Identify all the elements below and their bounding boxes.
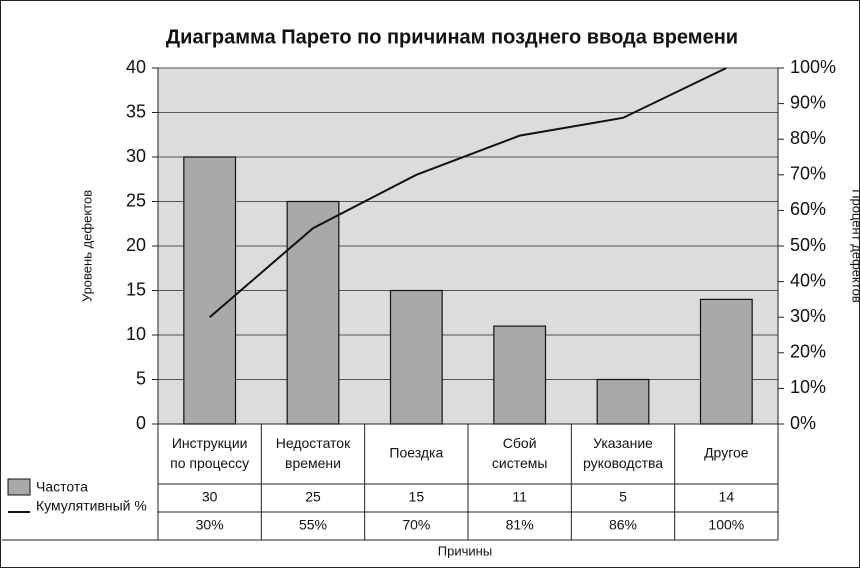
table-value: 70% [402,517,430,533]
x-tick-label: Сбой системы [492,435,548,471]
legend-label: Кумулятивный % [36,498,147,514]
table-value: 30 [202,489,218,505]
y-tick-label: 35 [126,101,146,121]
bar [389,289,443,425]
y-tick-label: 30 [126,146,146,166]
table-value: 5 [619,489,627,505]
y2-tick-label: 80% [790,128,826,148]
y2-tick-label: 60% [790,199,826,219]
y2-tick-label: 30% [790,306,826,326]
x-tick-label: Недостаток времени [276,435,351,471]
y2-tick-label: 20% [790,342,826,362]
table-value: 30% [196,517,224,533]
y2-tick-label: 100% [790,57,836,77]
legend-swatch [7,478,31,496]
table-value: 100% [708,517,744,533]
y-tick-label: 25 [126,190,146,210]
y2-tick-label: 10% [790,377,826,397]
y2-tick-label: 70% [790,164,826,184]
bar [596,378,650,425]
table-value: 14 [719,489,735,505]
cumulative-line [209,67,727,318]
x-axis-title: Причины [438,543,492,558]
table-value: 11 [512,489,527,505]
table-value: 55% [299,517,327,533]
chart-title: Диаграмма Парето по причинам позднего вв… [166,26,738,48]
bar [286,200,340,425]
y2-tick-label: 90% [790,92,826,112]
y-tick-label: 10 [126,324,146,344]
y2-axis-title: Процент дефектов [850,189,860,303]
y-tick-label: 15 [126,279,146,299]
y2-tick-label: 40% [790,270,826,290]
bar [493,325,547,425]
y2-tick-label: 0% [790,413,816,433]
y-axis-title: Уровень дефектов [79,190,94,302]
table-value: 86% [609,517,637,533]
x-tick-label: Другое [704,445,749,461]
table-value: 81% [506,517,534,533]
x-tick-label: Инструкции по процессу [170,435,249,471]
bar [183,156,237,425]
x-tick-label: Указание руководства [583,435,663,471]
y-tick-label: 20 [126,235,146,255]
legend-label: Частота [36,479,88,495]
x-tick-label: Поездка [389,445,443,461]
table-value: 15 [409,489,425,505]
table-value: 25 [305,489,321,505]
y-tick-label: 0 [136,413,146,433]
y2-tick-label: 50% [790,235,826,255]
y-tick-label: 5 [136,368,146,388]
bar [699,298,753,425]
y-tick-label: 40 [126,57,146,77]
